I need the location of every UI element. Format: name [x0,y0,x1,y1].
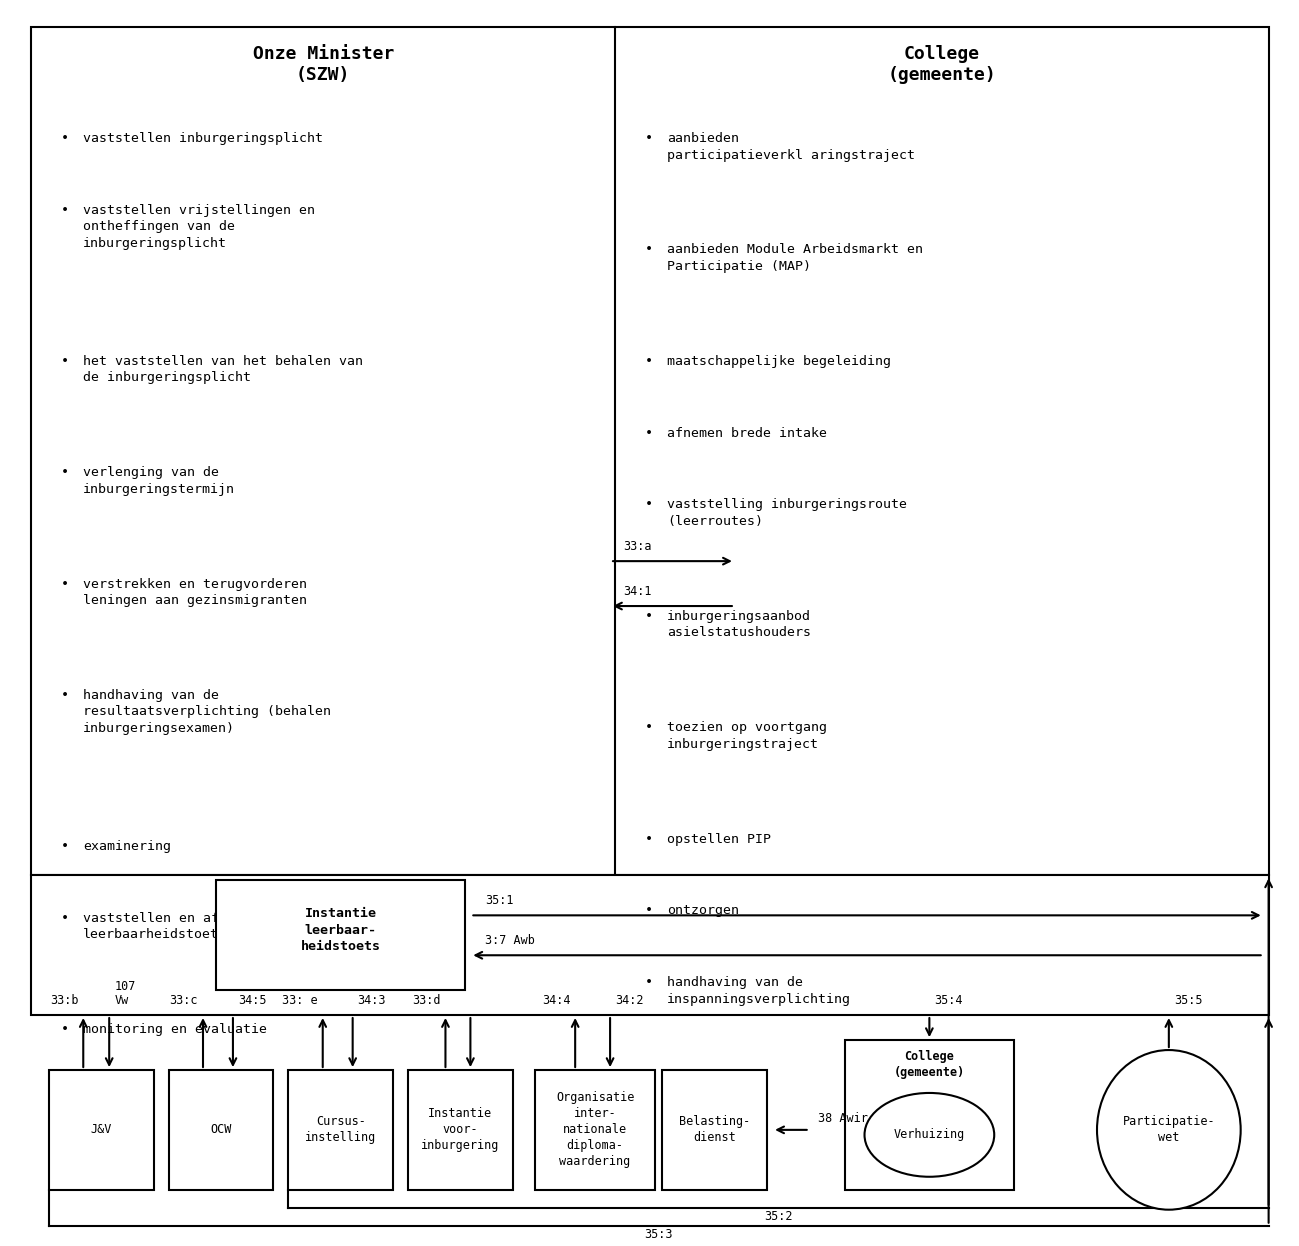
FancyBboxPatch shape [408,1070,513,1190]
Text: J&V: J&V [91,1124,112,1136]
Text: •: • [61,466,69,480]
Text: opstellen PIP: opstellen PIP [666,832,772,846]
Text: 3:7 Awb: 3:7 Awb [486,934,535,947]
Text: Instantie
leerbaar-
heidstoets: Instantie leerbaar- heidstoets [300,907,381,953]
FancyBboxPatch shape [662,1070,768,1190]
Text: OCW: OCW [210,1124,231,1136]
Text: inburgeringsaanbod
asielstatushouders: inburgeringsaanbod asielstatushouders [666,609,811,639]
Text: •: • [646,721,653,734]
Text: College
(gemeente): College (gemeente) [894,1050,965,1079]
Text: 33:a: 33:a [624,541,652,553]
Text: 34:5: 34:5 [238,994,266,1007]
Text: •: • [646,609,653,623]
Text: •: • [61,1023,69,1035]
Text: vaststellen vrijstellingen en
ontheffingen van de
inburgeringsplicht: vaststellen vrijstellingen en ontheffing… [83,204,316,250]
FancyBboxPatch shape [31,876,1269,1015]
Text: Cursus-
instelling: Cursus- instelling [305,1115,377,1144]
Text: aanbieden
participatieverkl aringstraject: aanbieden participatieverkl aringstrajec… [666,132,914,162]
FancyBboxPatch shape [288,1070,394,1190]
Text: aanbieden Module Arbeidsmarkt en
Participatie (MAP): aanbieden Module Arbeidsmarkt en Partici… [666,243,924,273]
Text: •: • [61,840,69,852]
Text: 35:4: 35:4 [934,994,963,1007]
Text: •: • [646,832,653,846]
Text: •: • [646,243,653,257]
FancyBboxPatch shape [49,1070,153,1190]
Text: 33: e: 33: e [282,994,318,1007]
Text: verlenging van de
inburgeringstermijn: verlenging van de inburgeringstermijn [83,466,235,496]
Text: •: • [646,905,653,917]
Text: •: • [61,689,69,701]
Text: 33:b: 33:b [49,994,78,1007]
Text: 107: 107 [114,981,135,993]
Text: •: • [61,355,69,368]
Text: 34:4: 34:4 [542,994,570,1007]
Text: handhaving van de
inspanningsverplichting: handhaving van de inspanningsverplichtin… [666,976,851,1006]
Text: •: • [61,577,69,591]
Text: Organisatie
inter-
nationale
diploma-
waardering: Organisatie inter- nationale diploma- wa… [556,1091,634,1169]
Text: 35:1: 35:1 [486,895,514,907]
Text: monitoring en evaluatie: monitoring en evaluatie [83,1023,268,1035]
Text: toezien op voortgang
inburgeringstraject: toezien op voortgang inburgeringstraject [666,721,827,750]
Text: 34:3: 34:3 [357,994,386,1007]
Text: •: • [61,132,69,145]
Text: •: • [646,498,653,511]
Text: Participatie-
wet: Participatie- wet [1122,1115,1215,1144]
Text: ontzorgen: ontzorgen [666,905,739,917]
Text: 38 Awir: 38 Awir [817,1111,868,1125]
Text: Vw: Vw [114,994,129,1007]
FancyBboxPatch shape [535,1070,655,1190]
Text: •: • [61,204,69,217]
Text: het vaststellen van het behalen van
de inburgeringsplicht: het vaststellen van het behalen van de i… [83,355,364,384]
Text: 35:2: 35:2 [764,1210,792,1222]
Text: Instantie
voor-
inburgering: Instantie voor- inburgering [421,1108,500,1153]
FancyBboxPatch shape [216,881,465,991]
Text: 34:1: 34:1 [624,586,652,598]
Text: examinering: examinering [83,840,171,852]
Text: maatschappelijke begeleiding: maatschappelijke begeleiding [666,355,891,368]
Text: 35:3: 35:3 [644,1227,673,1241]
Text: College
(gemeente): College (gemeente) [887,45,996,83]
Ellipse shape [865,1093,994,1176]
Text: verstrekken en terugvorderen
leningen aan gezinsmigranten: verstrekken en terugvorderen leningen aa… [83,577,308,607]
Text: •: • [646,355,653,368]
FancyBboxPatch shape [169,1070,273,1190]
Text: 33:c: 33:c [169,994,197,1007]
Text: •: • [646,976,653,989]
Text: •: • [646,426,653,440]
Text: •: • [61,912,69,925]
Text: 33:d: 33:d [412,994,440,1007]
Text: handhaving van de
resultaatsverplichting (behalen
inburgeringsexamen): handhaving van de resultaatsverplichting… [83,689,331,735]
Text: •: • [646,132,653,145]
Text: vaststelling inburgeringsroute
(leerroutes): vaststelling inburgeringsroute (leerrout… [666,498,907,528]
FancyBboxPatch shape [844,1040,1015,1190]
Text: Belasting-
dienst: Belasting- dienst [679,1115,751,1144]
Text: 35:5: 35:5 [1174,994,1203,1007]
Text: 34:2: 34:2 [616,994,643,1007]
Ellipse shape [1096,1050,1241,1210]
Text: Onze Minister
(SZW): Onze Minister (SZW) [252,45,394,83]
Text: Verhuizing: Verhuizing [894,1129,965,1141]
Text: vaststellen en afnemen
leerbaarheidstoets: vaststellen en afnemen leerbaarheidstoet… [83,912,260,941]
Text: vaststellen inburgeringsplicht: vaststellen inburgeringsplicht [83,132,323,145]
FancyBboxPatch shape [31,27,1269,876]
Text: afnemen brede intake: afnemen brede intake [666,426,827,440]
